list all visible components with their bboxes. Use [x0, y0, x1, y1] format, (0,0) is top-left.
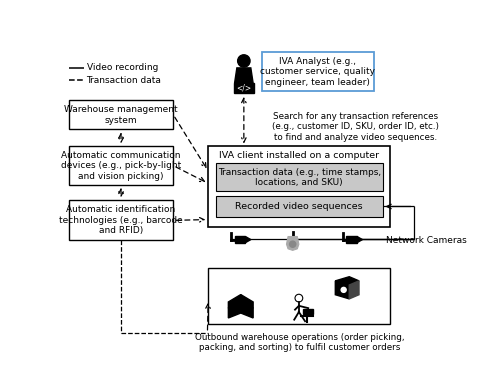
Polygon shape	[357, 237, 362, 243]
Polygon shape	[303, 309, 313, 313]
Polygon shape	[234, 83, 254, 93]
Text: Network Cameras: Network Cameras	[386, 236, 467, 245]
Text: Transaction data (e.g., time stamps,
locations, and SKU): Transaction data (e.g., time stamps, loc…	[218, 168, 381, 187]
Text: Video recording: Video recording	[86, 63, 158, 73]
Polygon shape	[228, 295, 241, 308]
Polygon shape	[228, 302, 253, 318]
Text: IVA Analyst (e.g.,
customer service, quality
engineer, team leader): IVA Analyst (e.g., customer service, qua…	[260, 57, 376, 86]
Text: Recorded video sequences: Recorded video sequences	[236, 202, 363, 211]
Bar	[68, 146, 174, 185]
Text: Search for any transaction references
(e.g., customer ID, SKU, order ID, etc.)
t: Search for any transaction references (e…	[272, 112, 439, 142]
Bar	[68, 200, 174, 240]
Bar	[216, 163, 382, 191]
Bar	[208, 146, 390, 227]
Text: Automatic identification
technologies (e.g., barcode
and RFID): Automatic identification technologies (e…	[59, 205, 183, 235]
Polygon shape	[234, 68, 253, 83]
Circle shape	[238, 55, 250, 67]
Text: </>: </>	[236, 83, 252, 92]
Bar	[216, 196, 382, 217]
Bar	[208, 268, 390, 323]
Circle shape	[290, 241, 296, 247]
Text: Outbound warehouse operations (order picking,
packing, and sorting) to fulfil cu: Outbound warehouse operations (order pic…	[194, 333, 404, 352]
Polygon shape	[234, 236, 246, 244]
Bar	[262, 52, 374, 91]
Text: Automatic communication
devices (e.g., pick-by-light
and vision picking): Automatic communication devices (e.g., p…	[61, 151, 181, 181]
Text: IVA client installed on a computer: IVA client installed on a computer	[219, 151, 380, 160]
Polygon shape	[241, 295, 253, 308]
Bar	[68, 100, 174, 129]
Polygon shape	[346, 236, 357, 244]
Text: Warehouse management
system: Warehouse management system	[64, 105, 178, 125]
Polygon shape	[349, 281, 359, 299]
Polygon shape	[336, 281, 349, 299]
Polygon shape	[246, 237, 251, 243]
Text: Transaction data: Transaction data	[86, 76, 162, 85]
Circle shape	[341, 287, 346, 292]
Polygon shape	[286, 237, 299, 251]
Polygon shape	[336, 277, 359, 285]
